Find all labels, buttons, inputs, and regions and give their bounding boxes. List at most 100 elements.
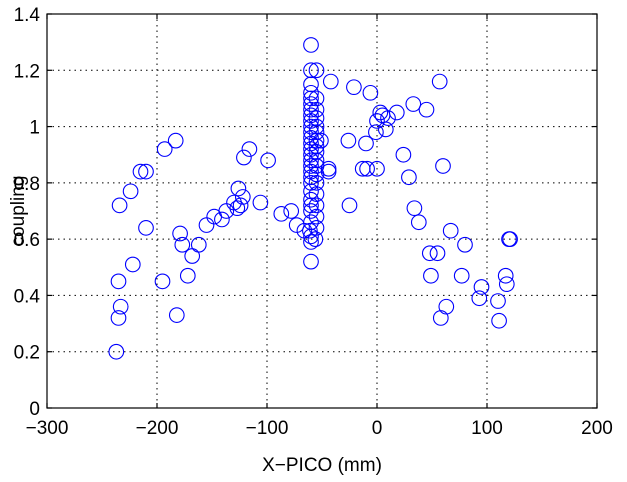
data-point xyxy=(308,186,325,202)
data-point xyxy=(303,234,319,250)
data-point xyxy=(156,141,173,157)
y-tick-label: 0.2 xyxy=(14,343,40,364)
data-point xyxy=(340,132,357,149)
y-tick-label: 1 xyxy=(29,118,40,139)
data-point xyxy=(167,132,184,149)
data-point xyxy=(435,158,451,174)
data-point xyxy=(307,231,324,247)
y-tick-labels: 0 0.2 0.4 0.6 0.8 1 1.2 1.4 xyxy=(14,5,41,420)
data-point xyxy=(471,290,488,307)
data-point xyxy=(346,79,362,96)
data-point xyxy=(410,214,427,231)
data-point xyxy=(303,62,319,79)
data-point xyxy=(418,101,435,118)
data-point xyxy=(283,203,300,219)
data-point xyxy=(303,76,319,93)
y-tick-label: 0 xyxy=(29,399,40,420)
data-point xyxy=(138,163,154,180)
data-point xyxy=(423,267,439,284)
data-point xyxy=(273,205,290,222)
data-point xyxy=(308,197,325,214)
data-point xyxy=(218,203,235,219)
data-point xyxy=(308,101,325,118)
y-tick-label: 0.6 xyxy=(14,230,40,251)
data-point xyxy=(198,217,215,233)
data-point xyxy=(108,343,125,360)
data-points xyxy=(108,37,518,360)
data-point xyxy=(303,37,319,53)
data-point xyxy=(308,110,325,126)
data-point xyxy=(354,160,371,177)
y-tick-label: 0.8 xyxy=(14,174,40,195)
data-point xyxy=(232,197,249,214)
data-point xyxy=(473,279,490,295)
data-point xyxy=(168,307,185,323)
data-point xyxy=(110,310,127,326)
x-tick-label: 200 xyxy=(581,418,613,439)
data-point xyxy=(322,73,339,90)
data-point xyxy=(303,191,319,208)
data-point xyxy=(241,141,258,157)
data-point xyxy=(320,160,337,177)
data-point xyxy=(174,236,191,253)
data-point xyxy=(260,152,276,169)
data-point xyxy=(502,231,518,247)
data-point xyxy=(154,273,171,290)
data-point xyxy=(303,96,319,112)
data-point xyxy=(490,293,506,309)
grid xyxy=(47,14,597,408)
data-point xyxy=(234,189,251,205)
x-tick-label: −100 xyxy=(246,418,289,439)
data-point xyxy=(302,222,318,239)
plot-frame xyxy=(46,13,598,409)
data-point xyxy=(303,84,319,101)
data-point xyxy=(453,267,470,284)
data-point xyxy=(362,84,379,101)
y-tick-label: 1.4 xyxy=(14,5,41,26)
data-point xyxy=(388,104,405,121)
data-point xyxy=(122,183,139,200)
data-point xyxy=(368,124,384,141)
data-point xyxy=(308,118,325,135)
data-point xyxy=(303,118,319,135)
x-tick-labels: −300 −200 −100 0 100 200 xyxy=(26,418,613,439)
x-tick-label: −300 xyxy=(26,418,69,439)
data-point xyxy=(308,175,325,191)
data-point xyxy=(236,149,252,166)
data-point xyxy=(431,73,448,90)
data-point xyxy=(190,236,207,253)
data-point xyxy=(110,273,127,290)
data-point xyxy=(358,135,374,152)
data-point xyxy=(303,152,319,169)
data-point xyxy=(303,253,319,270)
data-point xyxy=(372,104,389,121)
x-tick-label: 0 xyxy=(372,418,383,439)
data-point xyxy=(421,245,438,262)
data-point xyxy=(179,267,196,284)
data-point xyxy=(432,310,449,326)
y-tick-label: 1.2 xyxy=(14,61,40,82)
data-point xyxy=(303,158,319,174)
data-point xyxy=(442,222,459,239)
data-point xyxy=(405,96,422,112)
data-point xyxy=(184,248,201,264)
data-point xyxy=(406,200,423,217)
data-point xyxy=(214,211,230,228)
data-point xyxy=(359,160,375,177)
data-point xyxy=(341,197,358,214)
data-point xyxy=(313,132,329,149)
x-tick-label: 100 xyxy=(471,418,503,439)
data-point xyxy=(498,276,515,293)
y-axis-label: coupling xyxy=(8,176,29,247)
data-point xyxy=(229,200,246,217)
data-point xyxy=(308,90,325,107)
data-point xyxy=(138,220,154,236)
data-point xyxy=(111,197,128,214)
tick-marks xyxy=(46,13,598,409)
data-point xyxy=(303,214,319,231)
data-point xyxy=(497,267,514,284)
data-point xyxy=(429,245,446,262)
data-point xyxy=(401,169,417,186)
data-point xyxy=(491,312,507,329)
